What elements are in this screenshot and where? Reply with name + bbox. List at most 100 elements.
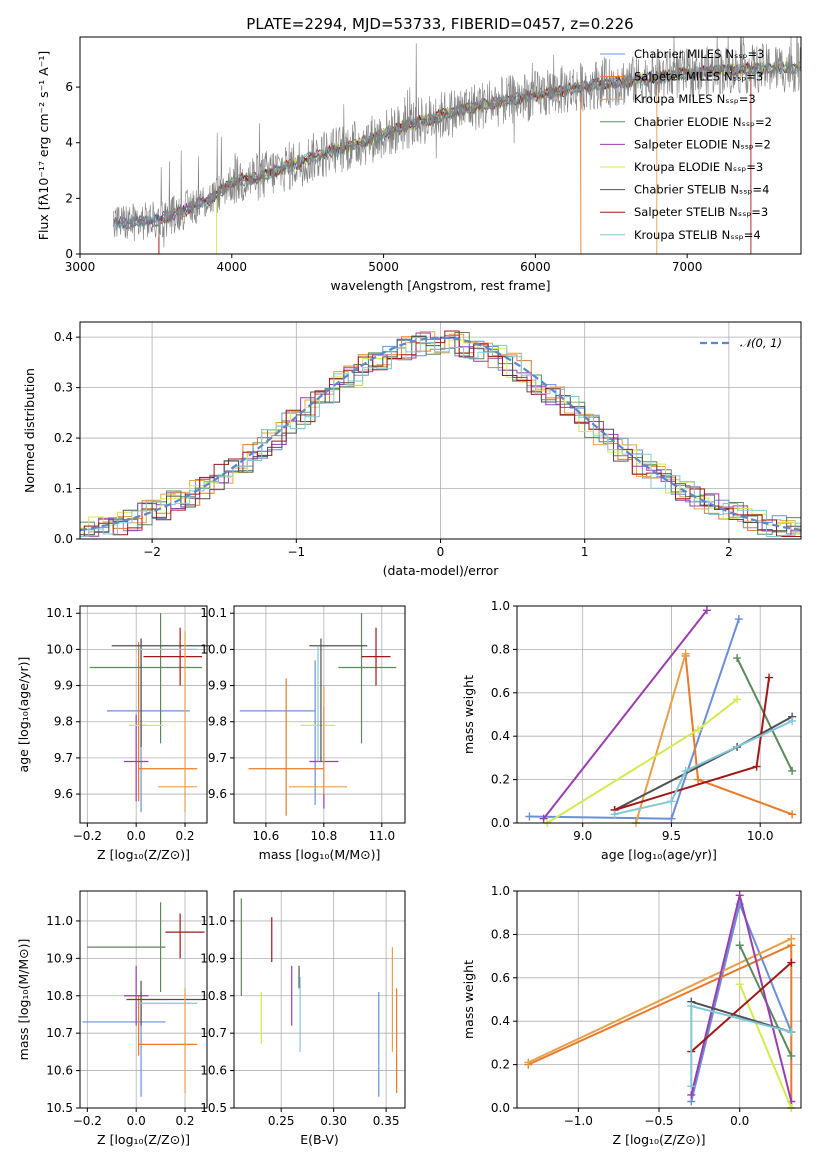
mass-weight-marker bbox=[681, 766, 690, 775]
axes-frame bbox=[79, 605, 208, 824]
y-tick-label: 10.1 bbox=[200, 606, 227, 620]
legend-label: Salpeter STELIB bbox=[634, 205, 725, 219]
weight-vs-age-plot-area bbox=[525, 606, 797, 827]
mass-weight-line bbox=[690, 961, 792, 1053]
y-tick-label: 0.0 bbox=[54, 532, 73, 546]
mass-weight-marker bbox=[787, 934, 796, 943]
mass-weight-marker bbox=[765, 673, 774, 682]
mass-weight-marker bbox=[539, 814, 548, 823]
x-tick-label: 0 bbox=[437, 545, 445, 559]
x-tick-label: −0.5 bbox=[644, 1114, 673, 1128]
y-tick-label: 4 bbox=[65, 136, 73, 150]
mass-weight-marker bbox=[735, 941, 744, 950]
x-axis-label: mass [log₁₀(M/M⊙)] bbox=[259, 847, 381, 862]
x-tick-label: 9.5 bbox=[662, 829, 681, 843]
age-vs-Z-panel: −0.2 0.0 0.2 9.6 9.7 9.8 9.9 10.0 10.1 Z [log₁₀(Z… bbox=[16, 605, 210, 862]
y-tick-label: 2 bbox=[65, 191, 73, 205]
spectrum-plot-area bbox=[112, 37, 801, 254]
y-tick-label: 10.5 bbox=[46, 1101, 73, 1115]
y-axis-label: Normed distribution bbox=[22, 368, 37, 493]
legend-nssp: Nₛₛₚ=4 bbox=[722, 228, 761, 242]
figure-title: PLATE=2294, MJD=53733, FIBERID=0457, z=0… bbox=[246, 15, 633, 33]
mass-weight-marker bbox=[681, 649, 690, 658]
mass-weight-line bbox=[684, 655, 793, 816]
mass-weight-marker bbox=[752, 762, 761, 771]
y-tick-label: 11.0 bbox=[46, 914, 73, 928]
mass-weight-marker bbox=[733, 654, 742, 663]
weight-vs-Z-plot-area bbox=[524, 891, 796, 1112]
mass-weight-marker bbox=[787, 1051, 796, 1060]
x-axis-label: Z [log₁₀(Z/Z⊙)] bbox=[97, 847, 190, 862]
mass-weight-marker bbox=[687, 1082, 696, 1091]
y-tick-label: 10.9 bbox=[200, 951, 227, 965]
y-tick-label: 10.1 bbox=[46, 606, 73, 620]
y-axis-label: mass [log₁₀(M/M⊙)] bbox=[16, 939, 31, 1061]
mass-vs-Z-axes: −0.2 0.0 0.2 10.5 10.6 10.7 10.8 10.9 11.0 Z [log… bbox=[16, 890, 208, 1147]
mass-weight-marker bbox=[687, 1090, 696, 1099]
y-tick-label: 10.7 bbox=[46, 1026, 73, 1040]
legend-label: Kroupa MILES bbox=[634, 92, 713, 106]
y-tick-label: 10.8 bbox=[200, 989, 227, 1003]
y-tick-label: 0.4 bbox=[491, 729, 510, 743]
y-tick-label: 0.3 bbox=[54, 381, 73, 395]
y-tick-label: 0.2 bbox=[491, 1058, 510, 1072]
y-tick-label: 9.8 bbox=[54, 715, 73, 729]
y-tick-label: 10.6 bbox=[200, 1064, 227, 1078]
legend-nssp: Nₛₛₚ=4 bbox=[730, 183, 769, 197]
x-tick-label: 10.6 bbox=[253, 829, 280, 843]
y-tick-label: 10.8 bbox=[46, 989, 73, 1003]
x-axis-label: Z [log₁₀(Z/Z⊙)] bbox=[97, 1132, 190, 1147]
normal-reference-curve bbox=[80, 336, 801, 532]
legend-nssp: Nₛₛₚ=3 bbox=[724, 160, 763, 174]
mass-weight-marker bbox=[667, 814, 676, 823]
y-tick-label: 10.9 bbox=[46, 951, 73, 965]
residual-histogram-step bbox=[80, 336, 801, 537]
x-tick-label: 0.0 bbox=[730, 1114, 749, 1128]
y-tick-label: 10.0 bbox=[200, 642, 227, 656]
axes-frame bbox=[79, 36, 802, 255]
weight-vs-Z-axes: −1.0 −0.5 0.0 0.0 0.2 0.4 0.6 0.8 1.0 Z [log₁₀(Z/… bbox=[461, 884, 802, 1147]
x-axis-label: age [log₁₀(age/yr)] bbox=[601, 847, 717, 862]
axes-frame bbox=[233, 890, 406, 1109]
y-tick-label: 0.4 bbox=[491, 1014, 510, 1028]
legend-nssp: Nₛₛₚ=3 bbox=[717, 92, 756, 106]
legend-label: Salpeter MILES bbox=[634, 70, 720, 84]
residuals-legend: 𝒩(0, 1) bbox=[700, 336, 782, 350]
y-tick-label: 0.0 bbox=[491, 1101, 510, 1115]
x-tick-label: −2 bbox=[143, 545, 161, 559]
legend-label: Kroupa ELODIE bbox=[634, 160, 720, 174]
x-tick-label: 5000 bbox=[368, 260, 399, 274]
mass-weight-line bbox=[529, 618, 740, 820]
x-tick-label: 7000 bbox=[672, 260, 703, 274]
axes-frame bbox=[233, 605, 406, 824]
x-tick-label: 0.0 bbox=[127, 1114, 146, 1128]
spectrum-axes: 3000 4000 5000 6000 7000 0 2 4 6 wavelength [Angs… bbox=[36, 36, 802, 293]
x-tick-label: 10.8 bbox=[310, 829, 337, 843]
mass-weight-line bbox=[738, 983, 793, 1109]
y-tick-label: 0.2 bbox=[54, 431, 73, 445]
model-spectrum-line bbox=[656, 60, 801, 254]
legend-label: Salpeter ELODIE bbox=[634, 137, 728, 151]
mass-weight-marker bbox=[610, 810, 619, 819]
y-tick-label: 0.8 bbox=[491, 927, 510, 941]
mass-vs-Z-panel: −0.2 0.0 0.2 10.5 10.6 10.7 10.8 10.9 11.0 Z [log… bbox=[16, 890, 208, 1147]
age-vs-mass-axes: 10.6 10.8 11.0 9.6 9.7 9.8 9.9 10.0 10.1 mass [lo… bbox=[200, 605, 406, 862]
residuals-plot-area bbox=[80, 330, 801, 537]
y-tick-label: 9.6 bbox=[54, 787, 73, 801]
mass-weight-marker bbox=[735, 980, 744, 989]
x-tick-label: 3000 bbox=[65, 260, 96, 274]
residuals-panel: −2 −1 0 1 2 0.0 0.1 0.2 0.3 0.4 (data-model)/error… bbox=[22, 321, 802, 578]
legend-label: Chabrier STELIB bbox=[634, 183, 726, 197]
mass-weight-marker bbox=[694, 725, 703, 734]
mass-weight-marker bbox=[787, 958, 796, 967]
y-tick-label: 0.8 bbox=[491, 642, 510, 656]
mass-weight-line bbox=[527, 937, 792, 1064]
mass-weight-marker bbox=[788, 810, 797, 819]
mass-weight-marker bbox=[525, 812, 534, 821]
y-axis-label: mass weight bbox=[461, 675, 476, 754]
y-tick-label: 0.6 bbox=[491, 686, 510, 700]
mass-weight-marker bbox=[734, 615, 743, 624]
y-tick-label: 9.7 bbox=[54, 751, 73, 765]
